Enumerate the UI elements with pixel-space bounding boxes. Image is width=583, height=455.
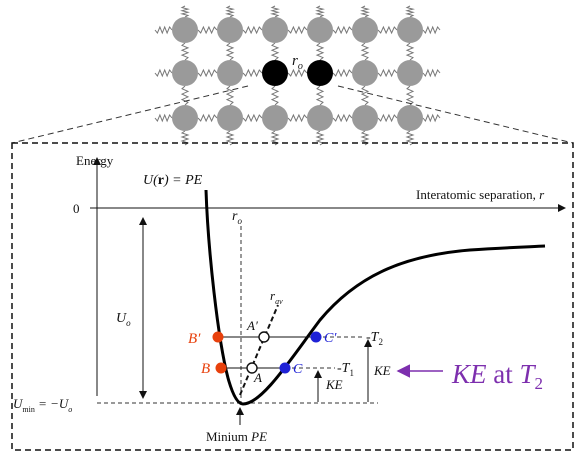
ke-t2-label: KE [373,363,391,378]
bond-spring [287,113,308,123]
bond-spring [225,42,235,61]
bond-spring [332,68,353,78]
highlighted-atom [307,60,333,86]
bond-spring [315,85,325,106]
lattice-atom [397,60,423,86]
energy-axis-label: Energy [76,153,114,168]
bond-spring [360,85,370,106]
curve-label: U(r) = PE [143,173,203,188]
bond-spring [287,25,308,35]
bond-spring [405,5,415,18]
bond-spring [197,68,218,78]
separation-axis-label: Interatomic separation, r [416,187,545,202]
zero-label: 0 [73,201,80,216]
bond-spring [197,113,218,123]
bond-spring [180,85,190,106]
lattice-atom [352,105,378,131]
label-c: C [293,362,303,377]
zoom-frame [11,142,574,451]
lattice-atom [307,105,333,131]
bond-spring [360,5,370,18]
point-b [215,362,227,374]
t1-label: -T1 [337,361,354,378]
lattice-atom [352,60,378,86]
bond-spring [270,42,280,61]
bond-spring [360,42,370,61]
bond-spring [377,25,398,35]
bond-spring [377,68,398,78]
lattice-atom [307,17,333,43]
bond-spring [422,25,441,35]
ro-label: ro [232,209,242,226]
lattice-atom [172,17,198,43]
bond-spring [225,85,235,106]
bond-spring [405,42,415,61]
bond-spring [270,5,280,18]
rav-dashed-line [239,304,279,396]
bond-spring [242,25,263,35]
ke-at-t2-label: KE at T2 [451,359,543,393]
bond-spring [332,113,353,123]
zoom-line-left [11,85,249,144]
bond-spring [154,113,173,123]
bond-spring [287,68,308,78]
umin-label: Umin = −Uo [13,396,72,414]
lattice-atom [217,105,243,131]
lattice-atom [217,60,243,86]
bond-spring [270,85,280,106]
point-a [246,362,258,374]
bond-spring [332,25,353,35]
lattice-atom [352,17,378,43]
rav-label: rav [270,288,283,306]
atom-lattice [154,5,441,146]
bond-spring [180,42,190,61]
lattice-atom [217,17,243,43]
t2-label: -T2 [366,330,383,347]
uo-label: Uo [116,311,131,328]
bond-spring [405,85,415,106]
lattice-atom [172,60,198,86]
ke-t1-label: KE [325,377,343,392]
label-a-prime: A′ [246,318,258,333]
bond-spring [422,113,441,123]
bond-spring [315,5,325,18]
point-c [279,362,291,374]
bond-length-label: ro [292,53,303,72]
highlighted-atom [262,60,288,86]
lattice-atom [262,105,288,131]
bond-spring [225,5,235,18]
point-a-prime [258,331,270,343]
bond-spring [242,68,263,78]
lattice-atom [397,17,423,43]
bond-spring [197,25,218,35]
label-b-prime: B′ [188,331,201,347]
minimum-label: Minium PE [206,429,267,444]
bond-spring [242,113,263,123]
bond-spring [315,42,325,61]
lattice-atom [397,105,423,131]
bond-spring [180,5,190,18]
label-a: A [253,370,262,385]
label-c-prime: C′ [324,331,337,346]
point-b-prime [212,331,224,343]
bond-spring [154,68,173,78]
lattice-atom [172,105,198,131]
bond-spring [377,113,398,123]
point-c-prime [310,331,322,343]
lattice-atom [262,17,288,43]
bond-spring [154,25,173,35]
zoom-line-right [337,85,574,144]
bond-spring [422,68,441,78]
label-b: B [201,361,210,377]
